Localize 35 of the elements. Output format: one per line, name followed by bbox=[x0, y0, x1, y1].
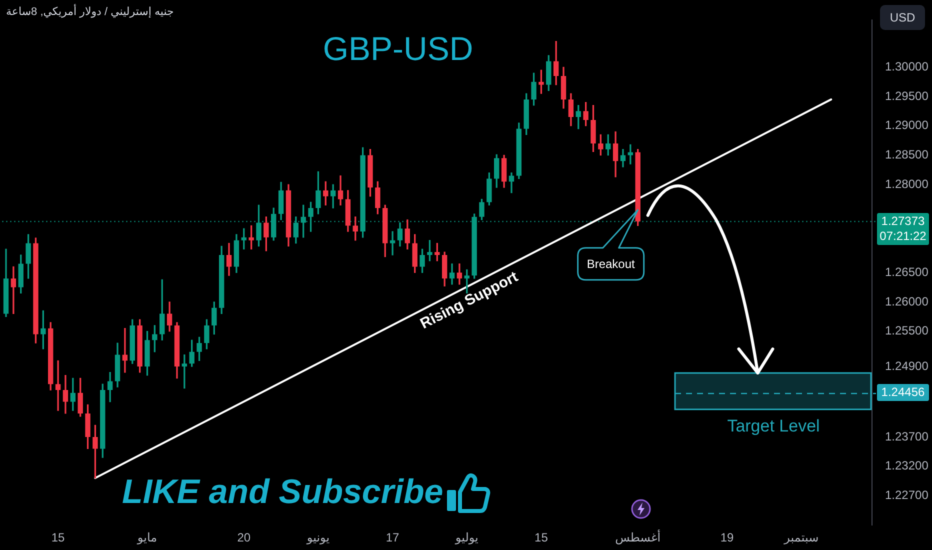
ref-line-label: 1.24456 bbox=[877, 384, 929, 402]
candlestick bbox=[55, 360, 61, 411]
x-tick-label: 19 bbox=[720, 530, 734, 545]
y-tick-label: 1.28000 bbox=[885, 176, 929, 191]
y-tick-label: 1.30000 bbox=[885, 59, 929, 74]
annotation: LIKE and Subscribe bbox=[122, 473, 444, 512]
y-tick-label: 1.25500 bbox=[885, 324, 929, 338]
ref-line-label: 1.27373 07:21:22 bbox=[877, 212, 929, 245]
candlestick bbox=[10, 266, 16, 314]
x-tick-label: 20 bbox=[237, 530, 251, 545]
x-tick-label: 17 bbox=[386, 530, 400, 545]
y-tick-label: 1.22700 bbox=[885, 488, 929, 502]
candlestick bbox=[330, 184, 336, 208]
x-tick-label: 15 bbox=[534, 530, 548, 545]
candlestick bbox=[122, 328, 128, 373]
band-label: Target Level bbox=[727, 416, 820, 436]
chart-title: GBP-USD bbox=[322, 30, 474, 68]
x-tick-label: أغسطس bbox=[615, 530, 661, 545]
x-tick-label: مايو bbox=[136, 530, 158, 545]
candlestick bbox=[390, 231, 396, 256]
y-axis-title: USD bbox=[890, 10, 916, 24]
y-tick-label: 1.23700 bbox=[885, 429, 929, 444]
y-tick-label: 1.23200 bbox=[885, 458, 929, 473]
y-tick-label: 1.24900 bbox=[885, 358, 929, 373]
chart-subtitle: جنيه إسترليني / دولار أمريكي, 8ساعة bbox=[6, 5, 174, 18]
y-tick-label: 1.26000 bbox=[885, 294, 929, 308]
y-tick-label: 1.29000 bbox=[885, 118, 929, 132]
x-tick-label: سبتمبر bbox=[783, 530, 819, 545]
x-tick-label: يونيو bbox=[306, 530, 330, 545]
y-tick-label: 1.26500 bbox=[885, 264, 929, 279]
x-tick-label: 15 bbox=[51, 530, 66, 545]
y-tick-label: 1.28500 bbox=[885, 148, 929, 162]
x-tick-label: يوليو bbox=[454, 530, 478, 545]
y-tick-label: 1.29500 bbox=[885, 88, 929, 103]
annotation: Breakout bbox=[586, 256, 636, 273]
